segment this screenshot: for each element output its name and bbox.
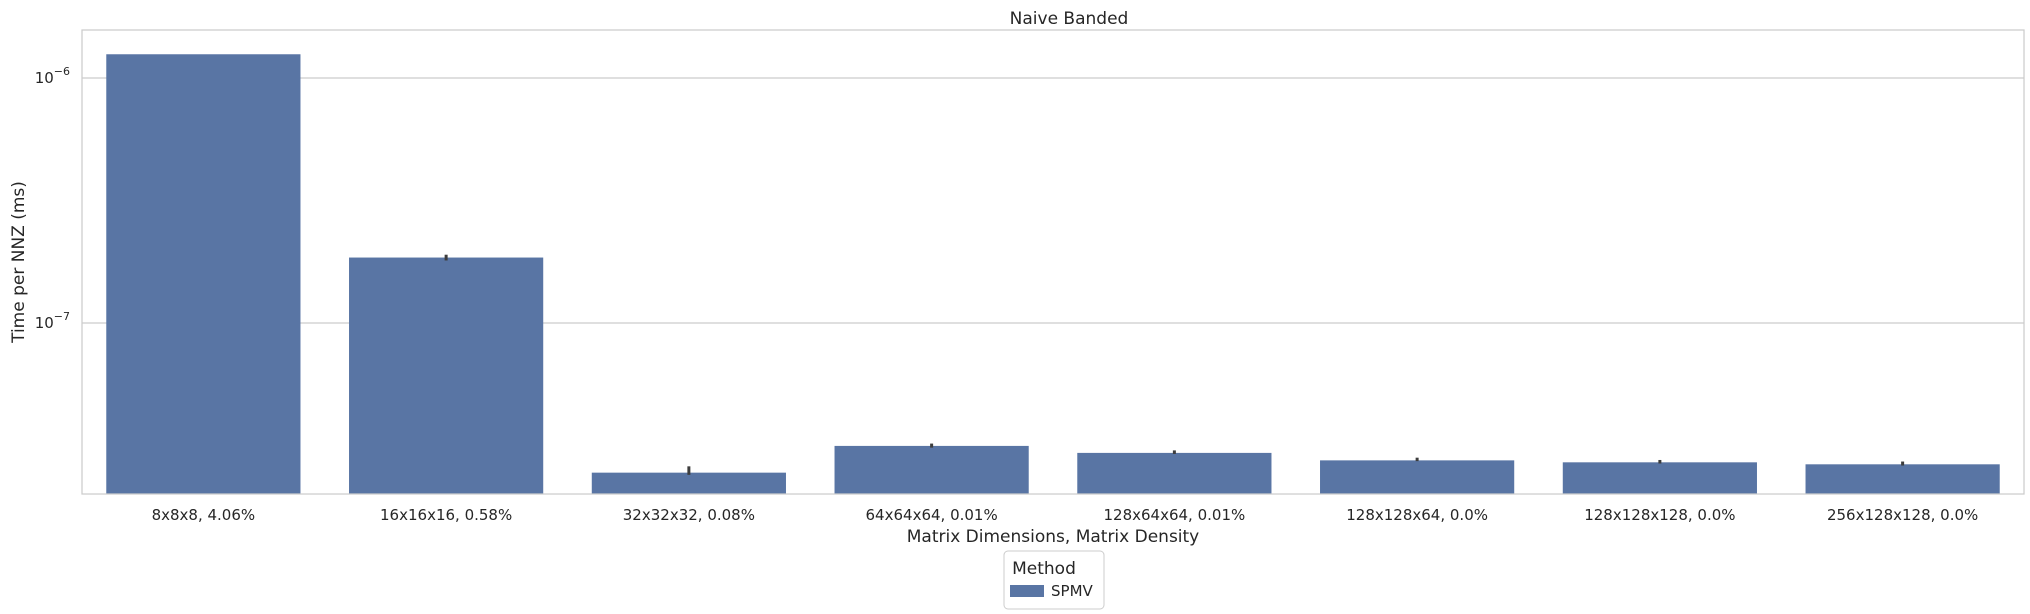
y-axis-title: Time per NNZ (ms) bbox=[9, 181, 29, 344]
legend-title: Method bbox=[1012, 559, 1076, 579]
legend: Method SPMV bbox=[1003, 550, 1105, 610]
bar-4 bbox=[1077, 452, 1272, 494]
x-tick-labels: 8x8x8, 4.06% 16x16x16, 0.58% 32x32x32, 0.0… bbox=[152, 506, 1979, 524]
legend-label-spmv: SPMV bbox=[1051, 582, 1094, 600]
legend-swatch-spmv bbox=[1010, 585, 1044, 597]
y-tick-labels: 10−7 10−6 bbox=[35, 65, 70, 332]
x-tick-label-0: 8x8x8, 4.06% bbox=[152, 506, 256, 524]
x-tick-label-5: 128x128x64, 0.0% bbox=[1346, 506, 1488, 524]
y-tick-label-0: 10−7 bbox=[35, 310, 70, 332]
bar-6 bbox=[1562, 462, 1757, 494]
error-bars bbox=[444, 254, 1905, 475]
bar-1 bbox=[349, 257, 544, 494]
chart-title: Naive Banded bbox=[1010, 9, 1129, 29]
x-tick-label-7: 256x128x128, 0.0% bbox=[1827, 506, 1978, 524]
x-tick-label-3: 64x64x64, 0.01% bbox=[866, 506, 998, 524]
bars bbox=[106, 54, 2000, 494]
x-tick-label-2: 32x32x32, 0.08% bbox=[623, 506, 755, 524]
x-tick-label-6: 128x128x128, 0.0% bbox=[1584, 506, 1735, 524]
bar-5 bbox=[1320, 460, 1515, 494]
plot-frame bbox=[81, 29, 2025, 495]
y-tick-label-1: 10−6 bbox=[35, 65, 70, 87]
x-axis-title: Matrix Dimensions, Matrix Density bbox=[907, 527, 1200, 547]
bar-7 bbox=[1805, 464, 2000, 494]
x-tick-label-4: 128x64x64, 0.01% bbox=[1104, 506, 1246, 524]
bar-2 bbox=[591, 472, 786, 494]
bar-3 bbox=[834, 445, 1029, 494]
x-tick-label-1: 16x16x16, 0.58% bbox=[380, 506, 512, 524]
bar-0 bbox=[106, 54, 301, 494]
